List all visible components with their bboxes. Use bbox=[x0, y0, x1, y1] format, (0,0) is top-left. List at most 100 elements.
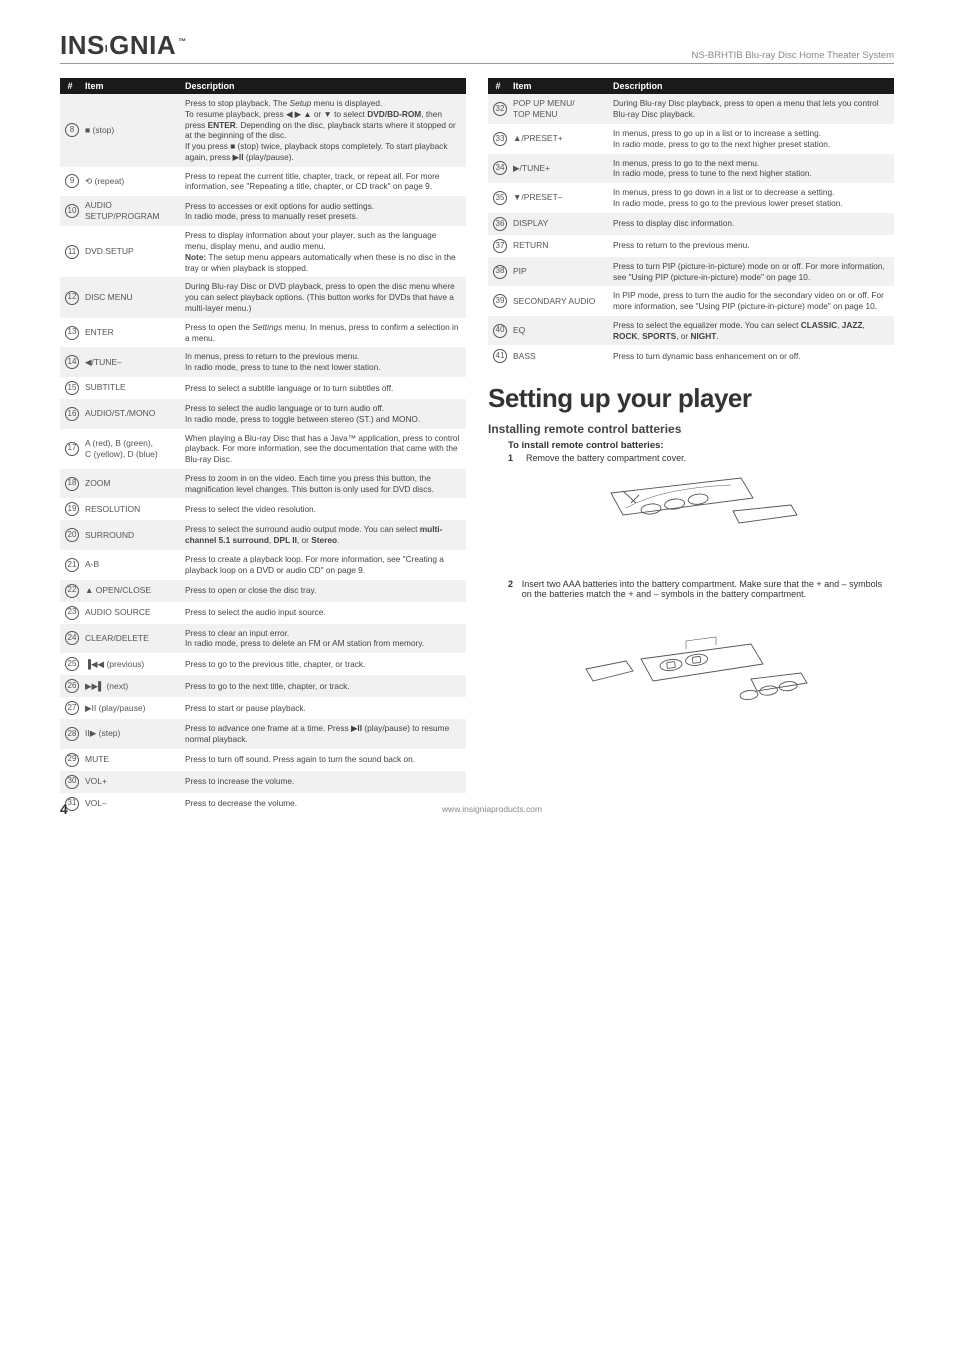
circled-number: 20 bbox=[65, 528, 79, 542]
table-row: 32POP UP MENU/TOP MENUDuring Blu-ray Dis… bbox=[488, 94, 894, 124]
circled-number: 13 bbox=[65, 326, 79, 340]
row-item: ⟲ (repeat) bbox=[80, 167, 180, 197]
row-number: 13 bbox=[60, 318, 80, 348]
row-item: ▶/TUNE+ bbox=[508, 154, 608, 184]
circled-number: 29 bbox=[65, 753, 79, 767]
illustration-1 bbox=[488, 473, 894, 565]
row-description: Press to select a subtitle language or t… bbox=[180, 377, 466, 399]
row-number: 11 bbox=[60, 226, 80, 277]
row-item: AUDIO SOURCE bbox=[80, 602, 180, 624]
row-item: ▲/PRESET+ bbox=[508, 124, 608, 154]
step-text: Insert two AAA batteries into the batter… bbox=[522, 579, 894, 599]
row-item: A-B bbox=[80, 550, 180, 580]
row-number: 17 bbox=[60, 429, 80, 469]
step-number: 1 bbox=[508, 453, 518, 463]
circled-number: 32 bbox=[493, 102, 507, 116]
row-number: 27 bbox=[60, 697, 80, 719]
table-row: 27▶II (play/pause)Press to start or paus… bbox=[60, 697, 466, 719]
row-item: DISC MENU bbox=[80, 277, 180, 317]
controls-table-right: # Item Description 32POP UP MENU/TOP MEN… bbox=[488, 78, 894, 367]
circled-number: 39 bbox=[493, 294, 507, 308]
table-row: 8■ (stop)Press to stop playback. The Set… bbox=[60, 94, 466, 167]
circled-number: 23 bbox=[65, 606, 79, 620]
row-item: SUBTITLE bbox=[80, 377, 180, 399]
row-item: RETURN bbox=[508, 235, 608, 257]
row-number: 15 bbox=[60, 377, 80, 399]
row-number: 34 bbox=[488, 154, 508, 184]
circled-number: 10 bbox=[65, 204, 79, 218]
row-number: 8 bbox=[60, 94, 80, 167]
row-description: Press to advance one frame at a time. Pr… bbox=[180, 719, 466, 749]
row-description: In menus, press to go up in a list or to… bbox=[608, 124, 894, 154]
table-row: 10AUDIO SETUP/PROGRAMPress to accesses o… bbox=[60, 196, 466, 226]
row-number: 9 bbox=[60, 167, 80, 197]
row-description: Press to display disc information. bbox=[608, 213, 894, 235]
row-item: A (red), B (green),C (yellow), D (blue) bbox=[80, 429, 180, 469]
trademark-symbol: ™ bbox=[178, 37, 187, 46]
col-header-desc: Description bbox=[180, 78, 466, 94]
circled-number: 19 bbox=[65, 502, 79, 516]
row-item: BASS bbox=[508, 345, 608, 367]
row-item: ■ (stop) bbox=[80, 94, 180, 167]
row-description: Press to select the equalizer mode. You … bbox=[608, 316, 894, 346]
circled-number: 21 bbox=[65, 558, 79, 572]
row-item: VOL+ bbox=[80, 771, 180, 793]
row-description: Press to select the surround audio outpu… bbox=[180, 520, 466, 550]
circled-number: 9 bbox=[65, 174, 79, 188]
row-description: Press to create a playback loop. For mor… bbox=[180, 550, 466, 580]
circled-number: 15 bbox=[65, 381, 79, 395]
row-number: 12 bbox=[60, 277, 80, 317]
row-description: Press to accesses or exit options for au… bbox=[180, 196, 466, 226]
table-row: 26▶▶▌ (next)Press to go to the next titl… bbox=[60, 675, 466, 697]
circled-number: 34 bbox=[493, 161, 507, 175]
circled-number: 26 bbox=[65, 679, 79, 693]
left-column: # Item Description 8■ (stop)Press to sto… bbox=[60, 78, 466, 815]
table-row: 19RESOLUTIONPress to select the video re… bbox=[60, 498, 466, 520]
section-title: Setting up your player bbox=[488, 383, 894, 414]
row-number: 25 bbox=[60, 653, 80, 675]
circled-number: 30 bbox=[65, 775, 79, 789]
row-number: 32 bbox=[488, 94, 508, 124]
circled-number: 22 bbox=[65, 584, 79, 598]
row-description: In menus, press to go down in a list or … bbox=[608, 183, 894, 213]
table-row: 40EQPress to select the equalizer mode. … bbox=[488, 316, 894, 346]
row-item: ◀/TUNE– bbox=[80, 347, 180, 377]
table-row: 18ZOOMPress to zoom in on the video. Eac… bbox=[60, 469, 466, 499]
row-number: 18 bbox=[60, 469, 80, 499]
step-2: 2 Insert two AAA batteries into the batt… bbox=[508, 579, 894, 599]
row-number: 22 bbox=[60, 580, 80, 602]
table-row: 12DISC MENUDuring Blu-ray Disc or DVD pl… bbox=[60, 277, 466, 317]
row-description: Press to start or pause playback. bbox=[180, 697, 466, 719]
circled-number: 17 bbox=[65, 442, 79, 456]
col-header-desc: Description bbox=[608, 78, 894, 94]
table-row: 37RETURNPress to return to the previous … bbox=[488, 235, 894, 257]
row-number: 24 bbox=[60, 624, 80, 654]
table-row: 36DISPLAYPress to display disc informati… bbox=[488, 213, 894, 235]
table-row: 20SURROUNDPress to select the surround a… bbox=[60, 520, 466, 550]
row-number: 19 bbox=[60, 498, 80, 520]
illustration-2 bbox=[488, 609, 894, 741]
table-row: 23AUDIO SOURCEPress to select the audio … bbox=[60, 602, 466, 624]
table-row: 30VOL+Press to increase the volume. bbox=[60, 771, 466, 793]
row-number: 28 bbox=[60, 719, 80, 749]
row-item: EQ bbox=[508, 316, 608, 346]
circled-number: 37 bbox=[493, 239, 507, 253]
circled-number: 14 bbox=[65, 355, 79, 369]
footer-url: www.insigniaproducts.com bbox=[90, 804, 894, 814]
step-text: Remove the battery compartment cover. bbox=[526, 453, 686, 463]
row-number: 40 bbox=[488, 316, 508, 346]
row-description: Press to display information about your … bbox=[180, 226, 466, 277]
row-number: 10 bbox=[60, 196, 80, 226]
row-description: Press to increase the volume. bbox=[180, 771, 466, 793]
row-description: In menus, press to go to the next menu.I… bbox=[608, 154, 894, 184]
row-item: ▶▶▌ (next) bbox=[80, 675, 180, 697]
row-number: 20 bbox=[60, 520, 80, 550]
table-row: 21A-BPress to create a playback loop. Fo… bbox=[60, 550, 466, 580]
row-description: Press to turn dynamic bass enhancement o… bbox=[608, 345, 894, 367]
row-item: MUTE bbox=[80, 749, 180, 771]
circled-number: 11 bbox=[65, 245, 79, 259]
table-row: 25▐◀◀ (previous)Press to go to the previ… bbox=[60, 653, 466, 675]
content-columns: # Item Description 8■ (stop)Press to sto… bbox=[60, 78, 894, 815]
row-description: Press to select the video resolution. bbox=[180, 498, 466, 520]
product-name: NS-BRHTIB Blu-ray Disc Home Theater Syst… bbox=[691, 50, 894, 61]
